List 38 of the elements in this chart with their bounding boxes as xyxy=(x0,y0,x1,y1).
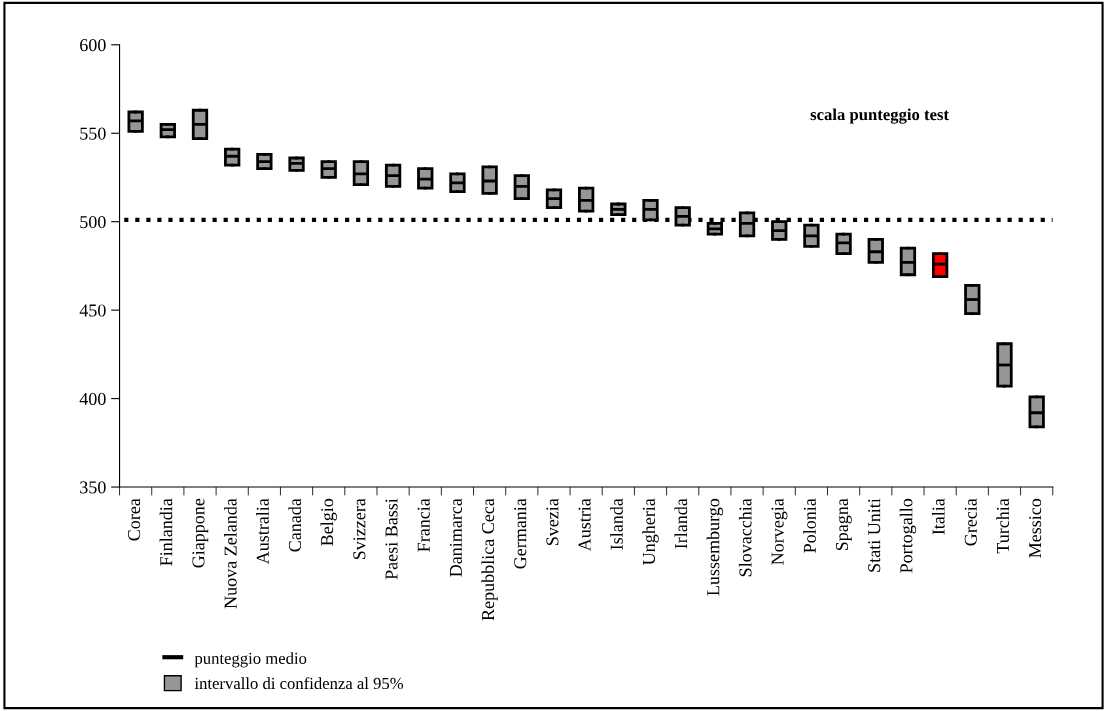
y-tick-label: 350 xyxy=(80,481,106,494)
x-tick-label: Repubblica Ceca xyxy=(481,498,498,621)
x-tick-label: Spagna xyxy=(835,498,852,551)
x-tick-label: Canada xyxy=(288,498,302,552)
x-tick-label: Danimarca xyxy=(449,498,462,577)
x-tick-label: Norvegia xyxy=(771,498,788,565)
x-tick-label: Nuova Zelanda xyxy=(224,498,237,609)
x-tick-label: Polonia xyxy=(803,498,816,553)
x-tick-label: Australia xyxy=(256,498,269,565)
x-tick-label: Giappone xyxy=(192,498,209,568)
x-tick-label: Svizzera xyxy=(353,498,366,560)
x-tick-label: Francia xyxy=(417,498,430,552)
x-tick-label: Irlanda xyxy=(674,498,688,549)
legend-label: intervallo di confidenza al 95% xyxy=(194,677,404,690)
x-tick-label: Paesi Bassi xyxy=(385,498,398,580)
x-tick-label: Italia xyxy=(931,498,945,535)
x-tick-label: Corea xyxy=(128,498,141,541)
x-tick-label: Messico xyxy=(1029,498,1042,558)
x-tick-label: Svezia xyxy=(546,498,559,546)
annotation: scala punteggio test xyxy=(810,108,949,124)
text: punteggio medio xyxy=(194,652,307,668)
y-tick-label: 450 xyxy=(79,304,106,317)
x-tick-label: Grecia xyxy=(964,498,977,546)
x-tick-label: Germania xyxy=(514,498,527,569)
x-tick-label: Belgio xyxy=(320,498,337,546)
x-tick-label: Lussemburgo xyxy=(706,498,724,596)
y-tick-label: 550 xyxy=(80,127,106,140)
y-tick-label: 500 xyxy=(80,215,106,229)
x-tick-label: Finlandia xyxy=(159,498,173,566)
x-tick-label: Stati Uniti xyxy=(868,498,881,572)
y-tick-label: 400 xyxy=(79,392,106,406)
x-tick-label: Austria xyxy=(578,498,591,552)
y-tick-label: 600 xyxy=(80,39,106,52)
x-tick-label: Portogallo xyxy=(899,498,917,573)
x-tick-label: Islanda xyxy=(610,498,623,550)
x-tick-label: Ungheria xyxy=(642,498,659,565)
x-tick-label: Slovacchia xyxy=(738,498,752,577)
x-tick-label: Turchia xyxy=(996,498,1010,554)
